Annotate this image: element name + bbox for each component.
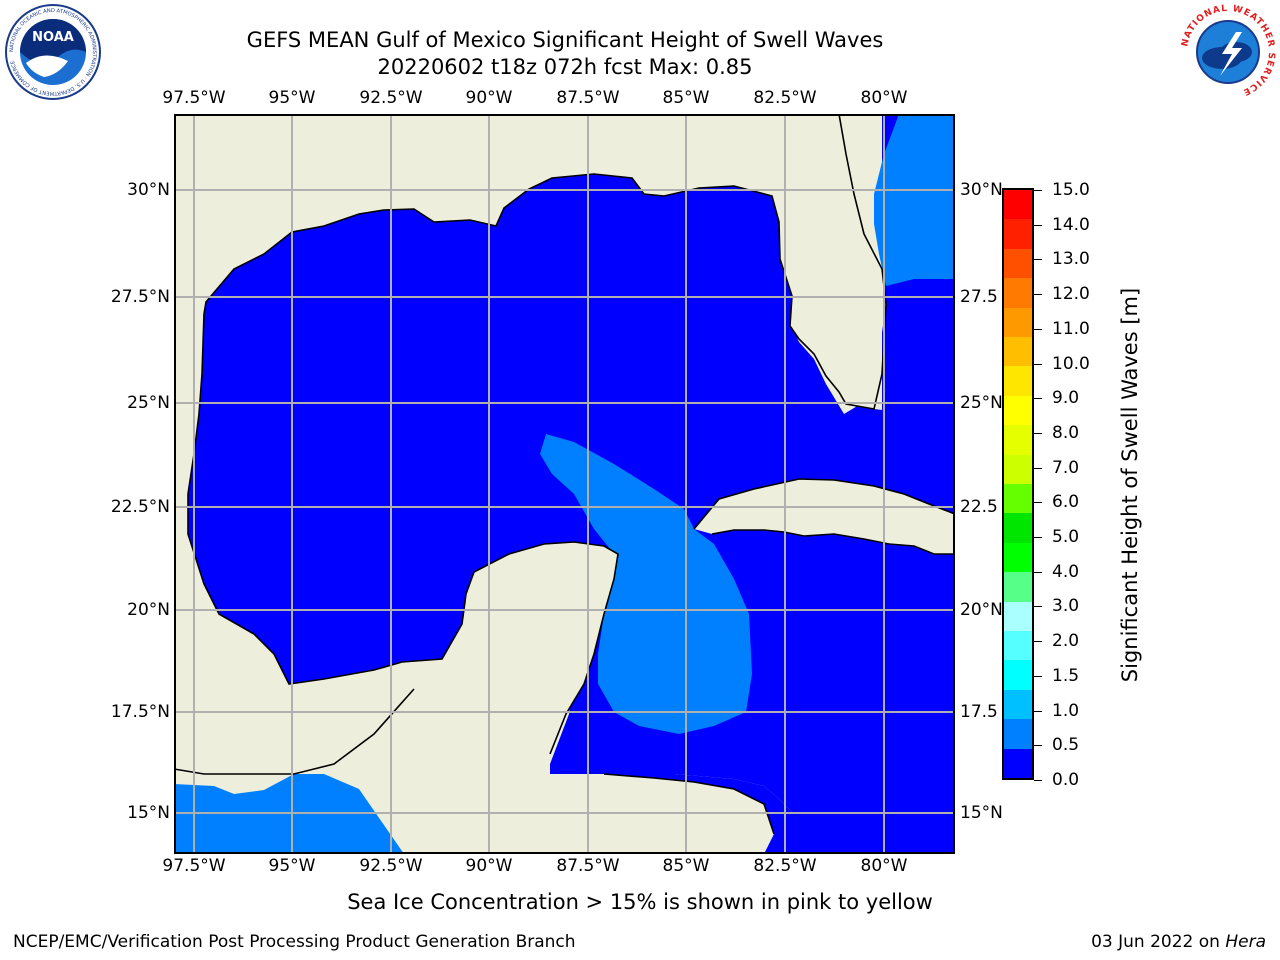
colorbar-tick-mark [1034, 294, 1042, 295]
colorbar-segment [1004, 749, 1032, 779]
colorbar-tick-mark [1034, 433, 1042, 434]
lon-label-top-92.5w: 92.5°W [359, 88, 422, 108]
colorbar-tick-label: 3.0 [1052, 596, 1079, 616]
lat-label-right-30n: 30°N [960, 180, 1003, 200]
colorbar-segment [1004, 455, 1032, 485]
colorbar-segment [1004, 219, 1032, 249]
colorbar-segment [1004, 337, 1032, 367]
colorbar-segment [1004, 660, 1032, 690]
lat-label-right-15n: 15°N [960, 803, 1003, 823]
colorbar-segment [1004, 308, 1032, 338]
colorbar-tick-label: 1.5 [1052, 666, 1079, 686]
lat-label-left-15n: 15°N [100, 803, 170, 823]
noaa-logo: NATIONAL OCEANIC AND ATMOSPHERIC ADMINIS… [4, 3, 102, 101]
colorbar-tick-mark [1034, 329, 1042, 330]
colorbar-tick-mark [1034, 259, 1042, 260]
colorbar-segment [1004, 572, 1032, 602]
lon-label-bottom-87.5w: 87.5°W [556, 856, 619, 876]
colorbar-segment [1004, 396, 1032, 426]
colorbar-tick-mark [1034, 225, 1042, 226]
footer-date-text: 03 Jun 2022 on [1091, 932, 1225, 952]
lon-label-bottom-95w: 95°W [269, 856, 316, 876]
colorbar-tick-label: 4.0 [1052, 562, 1079, 582]
colorbar-segment [1004, 543, 1032, 573]
lon-label-top-97.5w: 97.5°W [162, 88, 225, 108]
colorbar-tick-label: 8.0 [1052, 423, 1079, 443]
lon-label-bottom-80w: 80°W [861, 856, 908, 876]
lat-label-left-22.5n: 22.5°N [100, 497, 170, 517]
lon-label-top-82.5w: 82.5°W [753, 88, 816, 108]
lat-label-right-20n: 20°N [960, 600, 1003, 620]
sea-ice-note: Sea Ice Concentration > 15% is shown in … [175, 890, 1105, 914]
lat-label-right-22.5n: 22.5 [960, 497, 998, 517]
lon-label-bottom-90w: 90°W [466, 856, 513, 876]
colorbar-tick-mark [1034, 537, 1042, 538]
colorbar [1002, 188, 1034, 780]
colorbar-segment [1004, 602, 1032, 632]
colorbar-tick-label: 10.0 [1052, 354, 1090, 374]
lon-label-top-95w: 95°W [269, 88, 316, 108]
colorbar-tick-mark [1034, 572, 1042, 573]
colorbar-tick-label: 9.0 [1052, 388, 1079, 408]
colorbar-segment [1004, 366, 1032, 396]
colorbar-segment [1004, 484, 1032, 514]
colorbar-segment [1004, 719, 1032, 749]
lon-label-bottom-92.5w: 92.5°W [359, 856, 422, 876]
lat-label-left-17.5n: 17.5°N [100, 702, 170, 722]
colorbar-tick-label: 11.0 [1052, 319, 1090, 339]
colorbar-tick-label: 1.0 [1052, 701, 1079, 721]
lat-label-left-25n: 25°N [100, 393, 170, 413]
colorbar-segment [1004, 425, 1032, 455]
colorbar-tick-label: 14.0 [1052, 215, 1090, 235]
lat-label-left-30n: 30°N [100, 180, 170, 200]
colorbar-tick-label: 2.0 [1052, 631, 1079, 651]
lon-label-top-90w: 90°W [466, 88, 513, 108]
lat-label-right-17.5n: 17.5 [960, 702, 998, 722]
colorbar-segment [1004, 249, 1032, 279]
colorbar-tick-mark [1034, 502, 1042, 503]
colorbar-tick-mark [1034, 780, 1042, 781]
colorbar-segment [1004, 513, 1032, 543]
lat-label-right-27.5n: 27.5 [960, 287, 998, 307]
colorbar-tick-mark [1034, 641, 1042, 642]
colorbar-segment [1004, 690, 1032, 720]
colorbar-tick-mark [1034, 398, 1042, 399]
colorbar-tick-label: 0.5 [1052, 735, 1079, 755]
footer-branch: NCEP/EMC/Verification Post Processing Pr… [13, 932, 576, 952]
colorbar-segment [1004, 631, 1032, 661]
colorbar-tick-label: 12.0 [1052, 284, 1090, 304]
chart-subtitle: 20220602 t18z 072h fcst Max: 0.85 [175, 54, 955, 80]
nws-logo: NATIONAL WEATHER SERVICE [1178, 2, 1278, 102]
gulf-of-mexico-map [174, 114, 955, 854]
lon-label-bottom-82.5w: 82.5°W [753, 856, 816, 876]
lon-label-top-87.5w: 87.5°W [556, 88, 619, 108]
colorbar-segment [1004, 278, 1032, 308]
lat-label-left-27.5n: 27.5°N [100, 287, 170, 307]
colorbar-tick-label: 7.0 [1052, 458, 1079, 478]
colorbar-tick-mark [1034, 676, 1042, 677]
colorbar-tick-mark [1034, 745, 1042, 746]
colorbar-tick-mark [1034, 711, 1042, 712]
lon-label-bottom-97.5w: 97.5°W [162, 856, 225, 876]
colorbar-label: Significant Height of Swell Waves [m] [1117, 285, 1143, 685]
colorbar-tick-mark [1034, 190, 1042, 191]
colorbar-tick-label: 5.0 [1052, 527, 1079, 547]
chart-title: GEFS MEAN Gulf of Mexico Significant Hei… [175, 27, 955, 53]
lat-label-left-20n: 20°N [100, 600, 170, 620]
footer-date: 03 Jun 2022 on Hera [1091, 932, 1266, 952]
colorbar-tick-label: 6.0 [1052, 492, 1079, 512]
lon-label-bottom-85w: 85°W [663, 856, 710, 876]
lon-label-top-85w: 85°W [663, 88, 710, 108]
footer-host: Hera [1225, 932, 1266, 952]
colorbar-tick-label: 0.0 [1052, 770, 1079, 790]
lat-label-right-25n: 25°N [960, 393, 1003, 413]
colorbar-tick-label: 15.0 [1052, 180, 1090, 200]
colorbar-tick-mark [1034, 606, 1042, 607]
noaa-logo-text: NOAA [32, 30, 74, 45]
lon-label-top-80w: 80°W [861, 88, 908, 108]
colorbar-tick-mark [1034, 468, 1042, 469]
colorbar-tick-mark [1034, 364, 1042, 365]
colorbar-tick-label: 13.0 [1052, 249, 1090, 269]
colorbar-segment [1004, 190, 1032, 220]
